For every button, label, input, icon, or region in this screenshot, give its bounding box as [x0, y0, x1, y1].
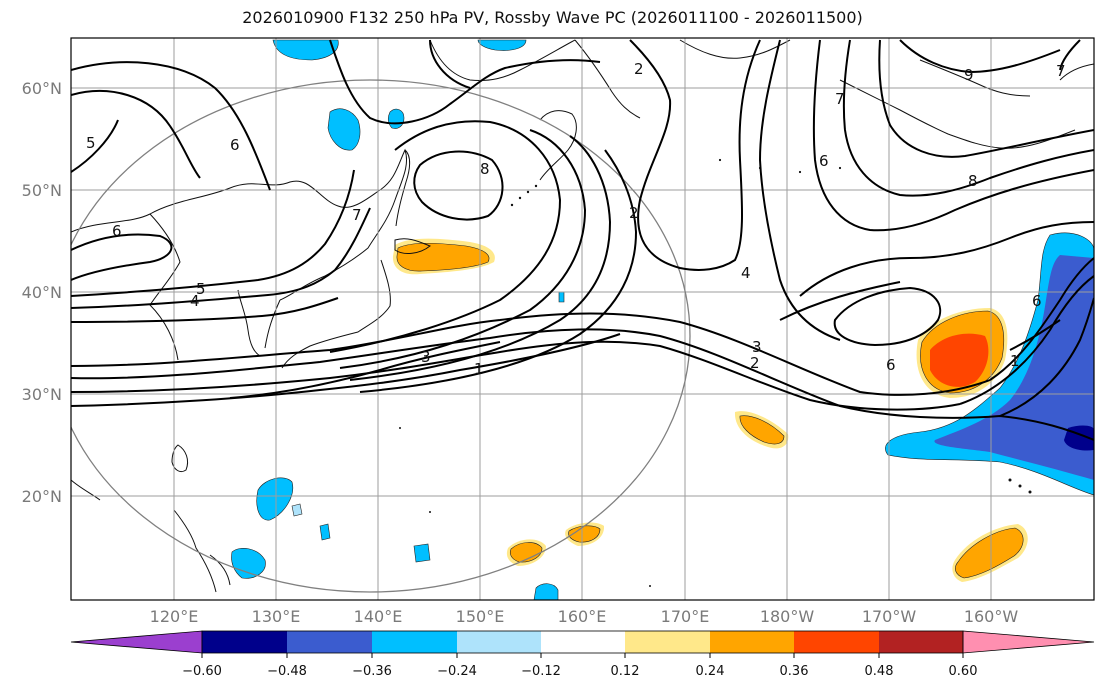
contour-label: 2 — [634, 60, 644, 78]
lon-label: 140°E — [354, 607, 403, 626]
colorbar-bin — [457, 631, 541, 653]
contour-label: 1 — [1010, 352, 1020, 370]
map-title: 2026010900 F132 250 hPa PV, Rossby Wave … — [242, 8, 863, 27]
contour-label: 6 — [112, 222, 122, 240]
colorbar-tick-label: −0.12 — [521, 664, 561, 679]
colorbar-bin — [710, 631, 794, 653]
colorbar-bin — [794, 631, 879, 653]
contour-label: 6 — [819, 152, 829, 170]
contour-label: 6 — [1032, 292, 1042, 310]
colorbar-bin — [541, 631, 625, 653]
contour-label: 2 — [750, 354, 760, 372]
colorbar-tick-label: −0.24 — [437, 664, 477, 679]
colorbar: −0.60 −0.48 −0.36 −0.24 −0.12 0.12 0.24 … — [70, 630, 1095, 679]
contour-labels: 5 6 6 7 8 5 4 3 1 2 2 4 3 2 7 6 6 8 9 7 … — [86, 60, 1066, 378]
colorbar-tick-label: 0.36 — [780, 664, 809, 679]
colorbar-bin — [202, 631, 287, 653]
map-content: 5 6 6 7 8 5 4 3 1 2 2 4 3 2 7 6 6 8 9 7 … — [71, 38, 1094, 600]
contour-label: 1 — [474, 360, 484, 378]
contour-label: 3 — [752, 338, 762, 356]
colorbar-tick-label: −0.36 — [352, 664, 392, 679]
longitude-labels: 120°E 130°E 140°E 150°E 160°E 170°E 180°… — [150, 607, 1019, 626]
colorbar-outline — [201, 630, 964, 654]
colorbar-bin — [287, 631, 372, 653]
latitude-labels: 60°N 50°N 40°N 30°N 20°N — [22, 79, 62, 506]
colorbar-tick-label: −0.48 — [267, 664, 307, 679]
contour-label: 2 — [629, 204, 639, 222]
colorbar-tick-label: 0.60 — [949, 664, 978, 679]
map-frame — [70, 37, 1095, 601]
negative-anomaly-shading — [231, 39, 1094, 600]
contour-label: 5 — [86, 134, 96, 152]
lon-label: 160°E — [558, 607, 607, 626]
colorbar-tick-label: 0.12 — [611, 664, 640, 679]
contour-label: 8 — [968, 172, 978, 190]
coastlines — [71, 39, 1094, 593]
lon-label: 170°W — [862, 607, 917, 626]
contour-label: 7 — [1056, 62, 1066, 80]
contour-label: 7 — [352, 206, 362, 224]
colorbar-ticks — [201, 653, 964, 658]
lat-label: 20°N — [22, 487, 62, 506]
contour-label: 7 — [835, 90, 845, 108]
contour-label: 5 — [196, 280, 206, 298]
lon-label: 120°E — [150, 607, 199, 626]
contour-label: 4 — [741, 264, 751, 282]
contour-label: 3 — [421, 348, 431, 366]
pv-contours — [71, 39, 1094, 441]
contour-label: 4 — [190, 292, 200, 310]
island-chains — [399, 158, 1032, 587]
colorbar-bin — [879, 631, 963, 653]
colorbar-tick-label: −0.60 — [182, 664, 222, 679]
lon-label: 160°W — [964, 607, 1019, 626]
lon-label: 150°E — [456, 607, 505, 626]
contour-label: 6 — [230, 136, 240, 154]
contour-label: 9 — [964, 66, 974, 84]
colorbar-bin — [372, 631, 457, 653]
lat-label: 30°N — [22, 385, 62, 404]
lon-label: 180°W — [760, 607, 815, 626]
lat-label: 50°N — [22, 181, 62, 200]
contour-label: 6 — [886, 356, 896, 374]
lat-label: 40°N — [22, 283, 62, 302]
colorbar-extend-low — [70, 630, 203, 654]
lat-label: 60°N — [22, 79, 62, 98]
contour-label: 8 — [480, 160, 490, 178]
positive-anomaly-shading — [392, 238, 1028, 582]
colorbar-tick-label: 0.24 — [696, 664, 725, 679]
radius-circle — [71, 79, 691, 593]
colorbar-extend-high — [962, 630, 1095, 654]
lon-label: 170°E — [661, 607, 710, 626]
colorbar-tick-label: 0.48 — [865, 664, 894, 679]
colorbar-bin — [625, 631, 710, 653]
lon-label: 130°E — [252, 607, 301, 626]
